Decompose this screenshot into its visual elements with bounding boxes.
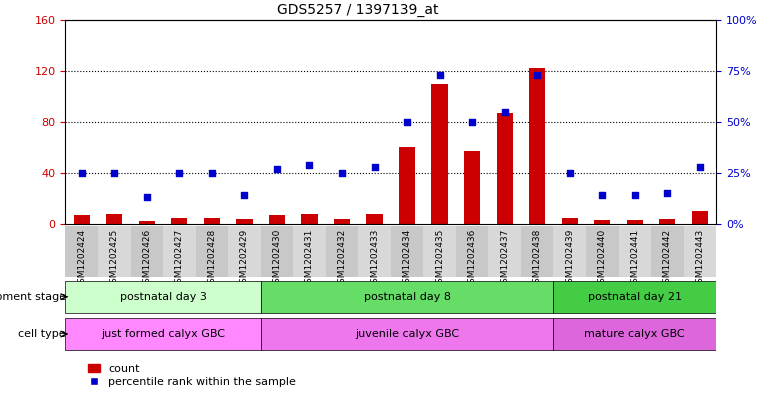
Bar [561,218,578,224]
Text: postnatal day 8: postnatal day 8 [363,292,450,302]
Bar [586,226,618,277]
Bar [326,226,358,277]
Bar [684,226,716,277]
Point [694,163,706,170]
Text: GSM1202442: GSM1202442 [663,228,671,288]
Bar [65,318,260,350]
Bar [163,226,196,277]
Point [498,108,511,115]
Point [141,194,153,200]
Bar [399,147,415,224]
Point [271,166,283,172]
Text: postnatal day 3: postnatal day 3 [119,292,206,302]
Text: GSM1202433: GSM1202433 [370,228,379,289]
Bar [488,226,521,277]
Bar [497,113,513,224]
Text: GSM1202428: GSM1202428 [207,228,216,289]
Text: GSM1202443: GSM1202443 [695,228,705,289]
Bar [367,214,383,224]
Bar [358,226,390,277]
Point [564,170,576,176]
Text: just formed calyx GBC: just formed calyx GBC [101,329,225,339]
Point [238,192,250,198]
Bar [204,218,220,224]
Bar [594,220,611,224]
Point [368,163,380,170]
Bar [260,226,293,277]
Bar [301,214,317,224]
Bar [65,281,260,313]
Point [173,170,186,176]
Bar [106,214,122,224]
Bar [228,226,260,277]
Bar [260,318,554,350]
Text: GSM1202434: GSM1202434 [403,228,411,289]
Point [206,170,218,176]
Point [628,192,641,198]
Bar [171,218,187,224]
Text: development stage: development stage [0,292,66,302]
Bar [529,68,545,224]
Text: juvenile calyx GBC: juvenile calyx GBC [355,329,459,339]
Point [303,162,316,168]
Point [661,190,674,196]
Text: GSM1202431: GSM1202431 [305,228,314,289]
Bar [269,215,285,224]
Text: GSM1202435: GSM1202435 [435,228,444,289]
Point [75,170,88,176]
Point [531,72,544,78]
Bar [260,281,554,313]
Bar [334,219,350,224]
Point [108,170,120,176]
Text: postnatal day 21: postnatal day 21 [588,292,681,302]
Bar [98,226,130,277]
Text: mature calyx GBC: mature calyx GBC [584,329,685,339]
Text: GSM1202440: GSM1202440 [598,228,607,289]
Point [336,170,348,176]
Bar [431,83,447,224]
Bar [554,281,716,313]
Bar [65,226,98,277]
Text: GSM1202432: GSM1202432 [337,228,346,289]
Bar [464,151,480,224]
Legend: count, percentile rank within the sample: count, percentile rank within the sample [84,359,301,392]
Text: GSM1202427: GSM1202427 [175,228,184,289]
Bar [424,226,456,277]
Text: GSM1202424: GSM1202424 [77,228,86,288]
Title: GDS5257 / 1397139_at: GDS5257 / 1397139_at [277,3,439,17]
Bar [130,226,163,277]
Bar [691,211,708,224]
Point [466,119,478,125]
Bar [554,318,716,350]
Bar [554,226,586,277]
Text: GSM1202438: GSM1202438 [533,228,541,289]
Bar [139,221,155,224]
Text: GSM1202441: GSM1202441 [631,228,639,289]
Bar [618,226,651,277]
Bar [659,219,675,224]
Bar [196,226,228,277]
Point [434,72,446,78]
Bar [651,226,684,277]
Bar [521,226,554,277]
Bar [293,226,326,277]
Text: GSM1202425: GSM1202425 [110,228,119,289]
Text: GSM1202436: GSM1202436 [467,228,477,289]
Point [401,119,413,125]
Point [596,192,608,198]
Text: cell type: cell type [18,329,66,339]
Bar [627,220,643,224]
Text: GSM1202430: GSM1202430 [273,228,281,289]
Bar [236,219,253,224]
Text: GSM1202426: GSM1202426 [142,228,151,289]
Text: GSM1202439: GSM1202439 [565,228,574,289]
Text: GSM1202429: GSM1202429 [240,228,249,289]
Bar [456,226,488,277]
Bar [390,226,424,277]
Text: GSM1202437: GSM1202437 [500,228,509,289]
Bar [74,215,90,224]
